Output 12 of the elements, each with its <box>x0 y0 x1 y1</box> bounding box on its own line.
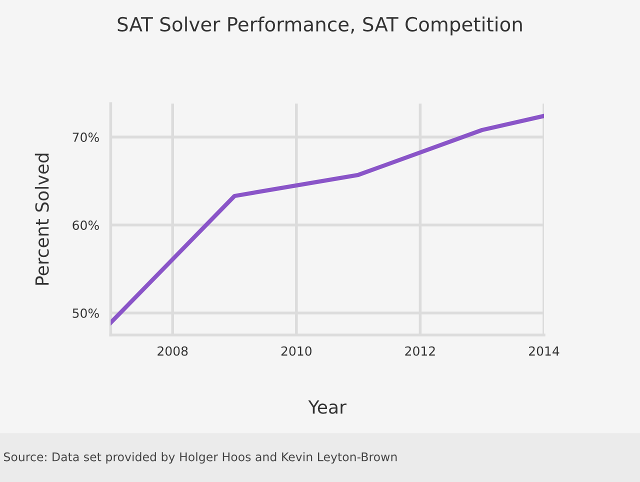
x-tick-label: 2014 <box>529 346 560 356</box>
chart-title: SAT Solver Performance, SAT Competition <box>118 16 522 36</box>
x-tick-label: 2008 <box>158 346 188 356</box>
y-tick-label: 70% <box>72 132 99 142</box>
y-tick-label: 60% <box>72 220 99 230</box>
line-series <box>110 114 544 325</box>
y-axis-title: Percent Solved <box>34 154 49 285</box>
y-tick-label: 50% <box>72 308 99 318</box>
source-note: Source: Data set provided by Holger Hoos and Kevin Leyton-Brown <box>4 452 397 464</box>
x-tick-label: 2012 <box>405 346 435 356</box>
x-axis-title: Year <box>308 400 346 414</box>
x-tick-label: 2010 <box>281 346 312 356</box>
